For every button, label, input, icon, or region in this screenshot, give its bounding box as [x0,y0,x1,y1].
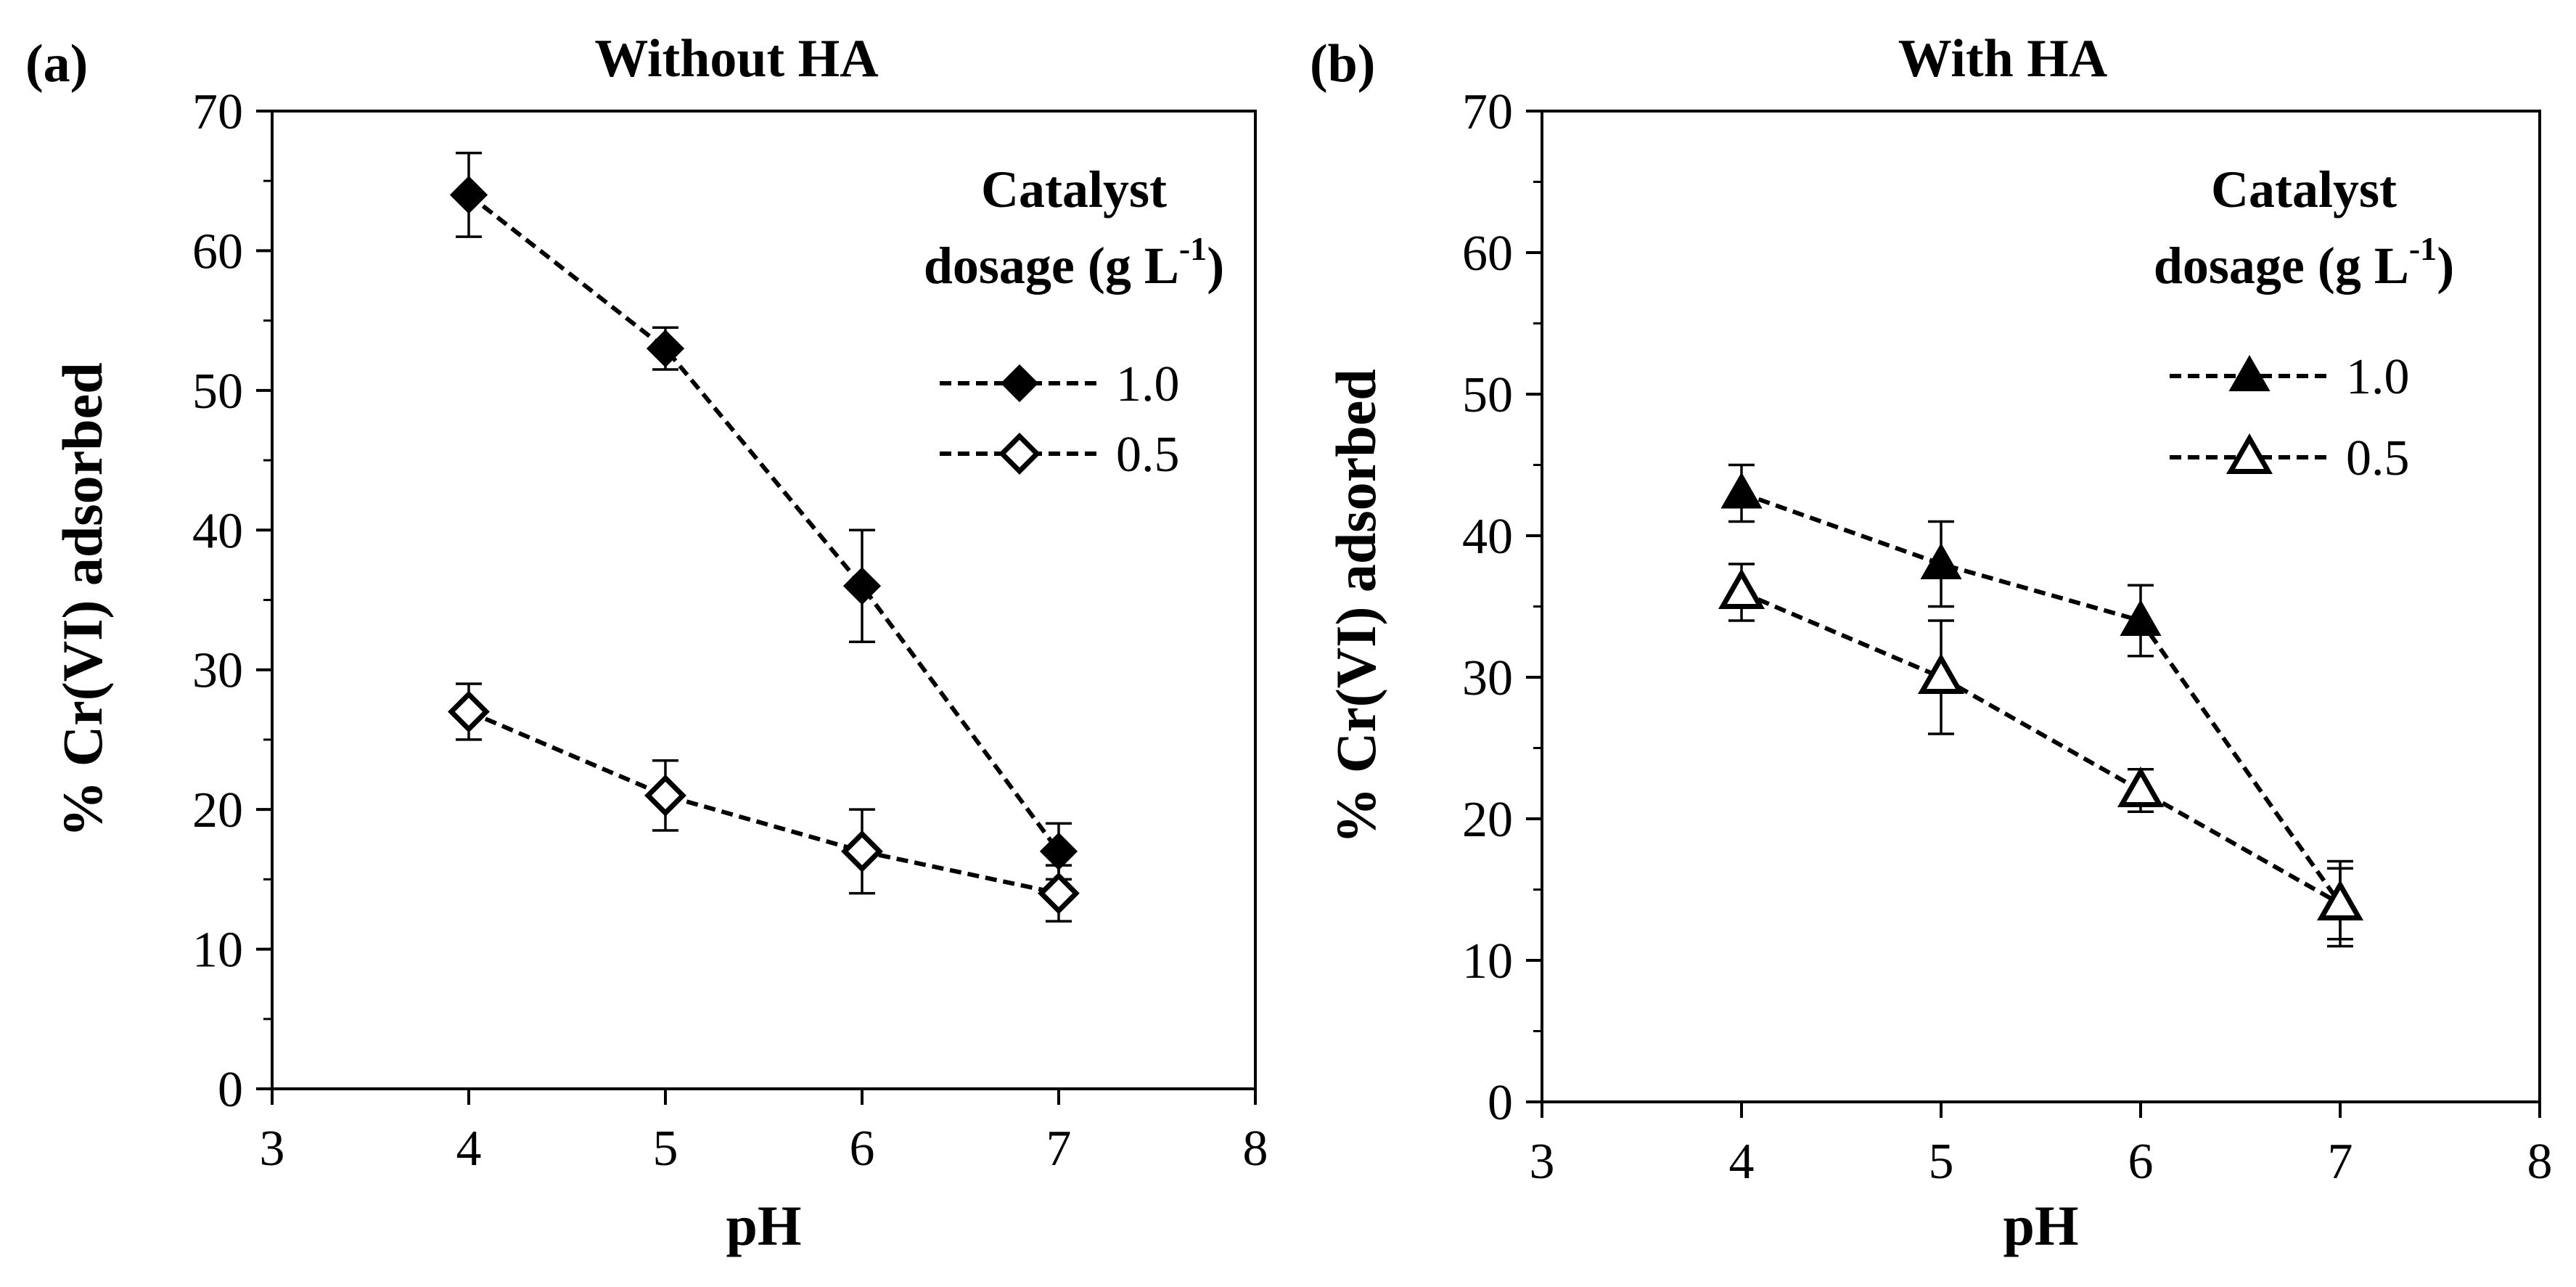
y-tick-label: 30 [1462,650,1513,706]
y-tick-label: 40 [1462,509,1513,565]
data-point [1920,542,1962,579]
y-tick-label: 0 [218,1062,243,1118]
y-axis-title: % Cr(VI) adsorbed [51,362,114,837]
x-tick-label: 6 [850,1121,875,1177]
x-tick-label: 6 [2128,1134,2154,1190]
x-tick-label: 3 [260,1121,285,1177]
legend-marker [998,433,1041,475]
legend-title-unit: dosage (g L [924,237,1179,295]
y-tick-label: 0 [1488,1075,1513,1131]
legend: Catalyst dosage (g L-1) 1.0 0.5 [2154,160,2454,486]
series-line [467,709,1059,896]
x-axis-title: pH [2003,1194,2078,1257]
y-tick-label: 60 [192,224,243,279]
legend-title-line1: Catalyst [2211,160,2397,218]
legend-entry-label: 0.5 [2346,430,2410,486]
x-tick-label: 5 [653,1121,678,1177]
y-tick-label: 70 [192,84,243,140]
y-tick-label: 70 [1462,84,1513,140]
panel-tag: (a) [25,34,88,94]
x-tick-label: 5 [1929,1134,1954,1190]
data-point [842,567,882,605]
series-line [1740,491,2342,905]
legend-marker [2226,433,2273,474]
series-line [467,193,1061,853]
data-point [2120,599,2162,636]
series-0.5 [1718,563,2364,948]
y-tick-label: 20 [1462,792,1513,848]
y-tick-label: 50 [192,364,243,420]
y-axis-title: % Cr(VI) adsorbed [1324,369,1387,843]
panel-title: Without HA [594,29,878,89]
legend-entry-label: 1.0 [1116,356,1180,412]
legend-title-unit: dosage (g L [2154,237,2409,295]
x-tick-label: 4 [1729,1134,1755,1190]
series-1.0 [1720,463,2361,941]
data-point [2117,766,2165,807]
y-tick-label: 40 [192,503,243,559]
data-point [1720,472,1763,509]
x-tick-label: 8 [2527,1134,2553,1190]
panel-b: 0 10 20 30 40 50 60 70 3 4 5 6 7 8 pH % Cr(VI) adsorbed… [1310,29,2553,1257]
x-tick-label: 7 [1046,1121,1072,1177]
legend-title-close: ) [1207,237,1224,295]
data-point [841,830,883,873]
x-tick-label: 7 [2328,1134,2353,1190]
y-tick-label: 10 [192,923,243,978]
legend-marker [2228,354,2271,391]
legend-title-line2: dosage (g L-1) [924,230,1224,295]
panel-a: 0 10 20 30 40 50 60 70 3 4 5 6 7 8 pH % Cr(VI) adsorbed… [25,29,1268,1257]
x-tick-label: 4 [456,1121,482,1177]
x-tick-label: 3 [1530,1134,1555,1190]
data-point [1039,832,1078,870]
data-point [646,330,685,368]
data-point [1038,872,1080,915]
data-point [2316,879,2364,920]
legend-title-superscript: -1 [2409,230,2437,267]
y-tick-label: 30 [192,643,243,699]
panel-title: With HA [1898,29,2108,89]
y-tick-label: 60 [1462,226,1513,282]
series-0.5 [448,682,1080,923]
y-tick-label: 20 [192,783,243,838]
y-tick-label: 10 [1462,933,1513,989]
x-axis-title: pH [726,1194,801,1257]
x-tick-label: 8 [1243,1121,1268,1177]
legend: Catalyst dosage (g L-1) 1.0 0.5 [924,160,1224,483]
data-point [1917,653,1965,694]
data-point [449,176,488,214]
panel-tag: (b) [1310,34,1375,94]
legend-marker [1000,364,1039,403]
data-point [644,774,686,817]
legend-entry-label: 0.5 [1116,427,1180,483]
legend-title-line1: Catalyst [981,160,1167,218]
data-point [1718,568,1765,609]
y-tick-label: 50 [1462,367,1513,423]
legend-title-line2: dosage (g L-1) [2154,230,2454,295]
series-line [1740,590,2342,906]
data-point [448,690,490,733]
legend-entry-label: 1.0 [2346,349,2410,405]
legend-title-close: ) [2437,237,2454,295]
legend-title-superscript: -1 [1179,230,1207,267]
